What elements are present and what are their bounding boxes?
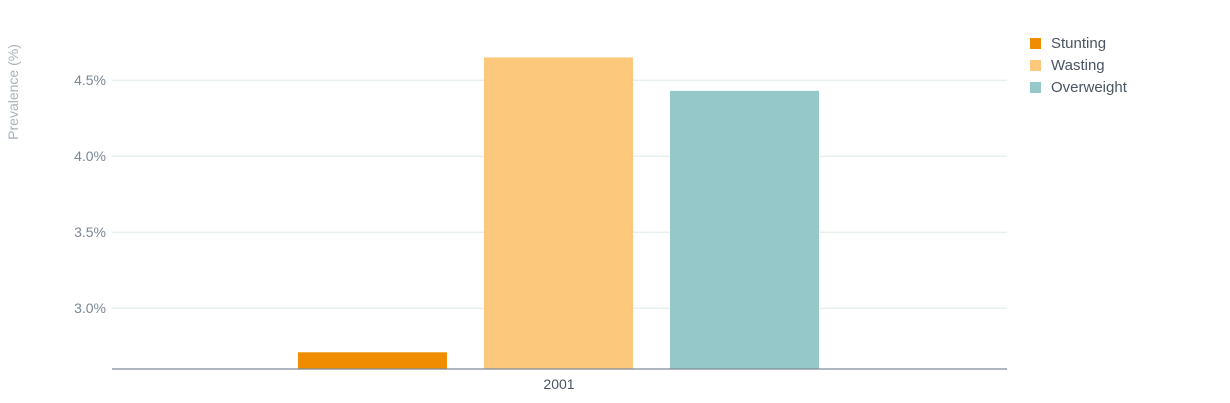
legend-label: Wasting [1051, 57, 1105, 74]
bar-stunting[interactable] [298, 352, 447, 369]
legend: Stunting Wasting Overweight [1030, 35, 1128, 96]
legend-label: Stunting [1051, 35, 1106, 52]
legend-item-overweight[interactable]: Overweight [1030, 79, 1128, 96]
bar-wasting[interactable] [484, 57, 633, 370]
y-axis-title: Prevalence (%) [5, 44, 21, 140]
bars [298, 57, 819, 370]
legend-item-wasting[interactable]: Wasting [1030, 57, 1105, 74]
y-tick-label: 3.5% [74, 224, 106, 240]
x-category-label: 2001 [543, 376, 574, 392]
y-tick-label: 4.0% [74, 148, 106, 164]
legend-item-stunting[interactable]: Stunting [1030, 35, 1106, 52]
legend-swatch [1030, 38, 1041, 49]
y-tick-label: 3.0% [74, 300, 106, 316]
bar-overweight[interactable] [670, 90, 819, 369]
x-category-labels: 2001 [543, 376, 574, 392]
legend-swatch [1030, 60, 1041, 71]
y-tick-labels: 3.0% 3.5% 4.0% 4.5% [74, 72, 106, 316]
legend-swatch [1030, 82, 1041, 93]
y-tick-label: 4.5% [74, 72, 106, 88]
legend-label: Overweight [1051, 79, 1128, 96]
